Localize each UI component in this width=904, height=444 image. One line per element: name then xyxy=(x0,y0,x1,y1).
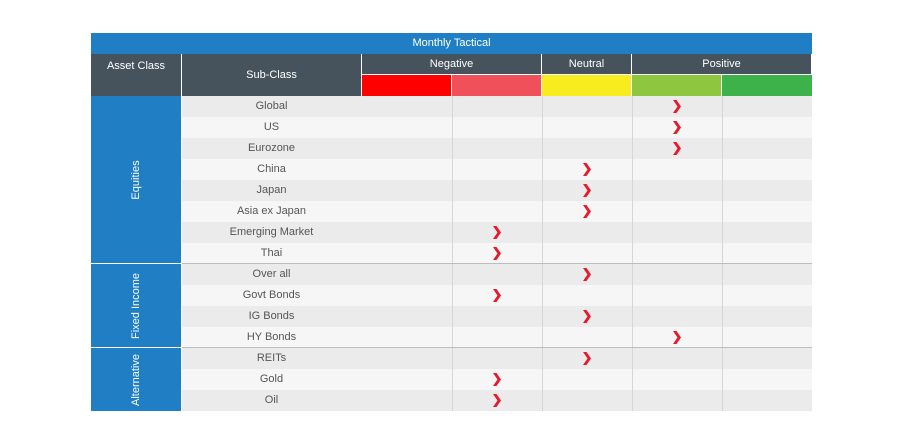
table-row: Over all xyxy=(182,264,812,285)
grid-line xyxy=(632,96,633,411)
grid-line xyxy=(542,96,543,411)
table-row: Oil xyxy=(182,390,812,411)
rating-marker xyxy=(493,226,501,239)
section-divider xyxy=(182,263,812,264)
row-label: Global xyxy=(255,100,288,112)
row-label: Gold xyxy=(259,373,284,385)
row-label: Thai xyxy=(260,247,283,259)
rating-marker xyxy=(583,310,591,323)
rating-marker xyxy=(673,331,681,344)
table-row: Emerging Market xyxy=(182,222,812,243)
row-label: IG Bonds xyxy=(248,310,295,322)
table-row: Global xyxy=(182,96,812,117)
table-row: HY Bonds xyxy=(182,327,812,348)
rating-marker xyxy=(493,373,501,386)
table-row: US xyxy=(182,117,812,138)
scale-swatch-3 xyxy=(542,75,631,96)
section-divider xyxy=(182,347,812,348)
section-label: Fixed Income xyxy=(130,272,142,339)
table-row: Japan xyxy=(182,180,812,201)
row-label: Emerging Market xyxy=(229,226,314,238)
rating-marker xyxy=(673,100,681,113)
header-group-positive: Positive xyxy=(632,54,811,74)
scale-swatch-4 xyxy=(632,75,721,96)
row-label: Asia ex Japan xyxy=(236,205,307,217)
rating-marker xyxy=(583,163,591,176)
table-row: Gold xyxy=(182,369,812,390)
table-title: Monthly Tactical xyxy=(91,33,812,54)
row-label: Oil xyxy=(264,394,279,406)
rating-marker xyxy=(493,289,501,302)
rating-marker xyxy=(583,184,591,197)
rating-marker xyxy=(583,205,591,218)
row-label: Eurozone xyxy=(247,142,296,154)
table-row: REITs xyxy=(182,348,812,369)
rating-marker xyxy=(493,247,501,260)
rating-marker xyxy=(673,121,681,134)
table-row: Asia ex Japan xyxy=(182,201,812,222)
table-row: Thai xyxy=(182,243,812,264)
row-label: Over all xyxy=(252,268,291,280)
section-label: Alternative xyxy=(130,353,142,406)
table-row: China xyxy=(182,159,812,180)
rating-marker xyxy=(673,142,681,155)
section-alternative: Alternative xyxy=(91,348,181,411)
scale-swatch-1 xyxy=(362,75,451,96)
table-row: Govt Bonds xyxy=(182,285,812,306)
section-equities: Equities xyxy=(91,96,181,263)
section-label: Equities xyxy=(130,159,142,200)
scale-swatch-5 xyxy=(722,75,812,96)
rating-marker xyxy=(493,394,501,407)
grid-line xyxy=(722,96,723,411)
section-fixed-income: Fixed Income xyxy=(91,264,181,347)
header-sub-class: Sub-Class xyxy=(182,54,361,96)
grid-line xyxy=(452,96,453,411)
rating-marker xyxy=(583,352,591,365)
header-asset-class: Asset Class xyxy=(91,54,181,96)
row-label: Govt Bonds xyxy=(242,289,301,301)
header-group-negative: Negative xyxy=(362,54,541,74)
row-label: HY Bonds xyxy=(246,331,297,343)
row-label: REITs xyxy=(256,352,287,364)
table-row: IG Bonds xyxy=(182,306,812,327)
table-row: Eurozone xyxy=(182,138,812,159)
rating-marker xyxy=(583,268,591,281)
header-group-neutral: Neutral xyxy=(542,54,631,74)
row-label: Japan xyxy=(256,184,287,196)
row-label: US xyxy=(263,121,280,133)
row-label: China xyxy=(257,163,286,175)
scale-swatch-2 xyxy=(452,75,541,96)
